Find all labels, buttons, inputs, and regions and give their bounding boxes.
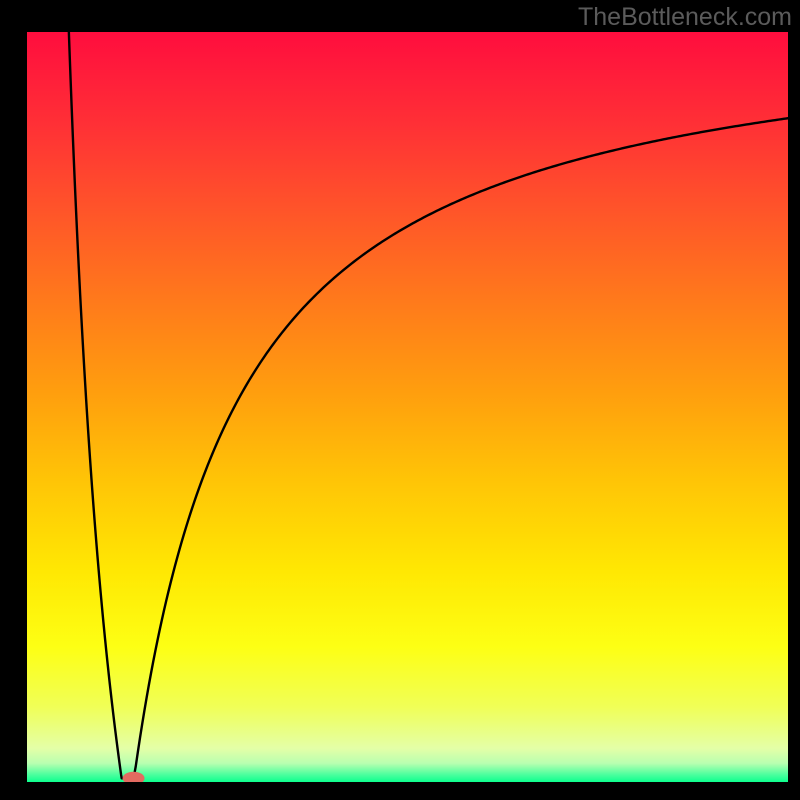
chart-plot-area (27, 32, 788, 782)
chart-background (27, 32, 788, 782)
watermark-text: TheBottleneck.com (578, 3, 792, 32)
chart-svg (27, 32, 788, 782)
